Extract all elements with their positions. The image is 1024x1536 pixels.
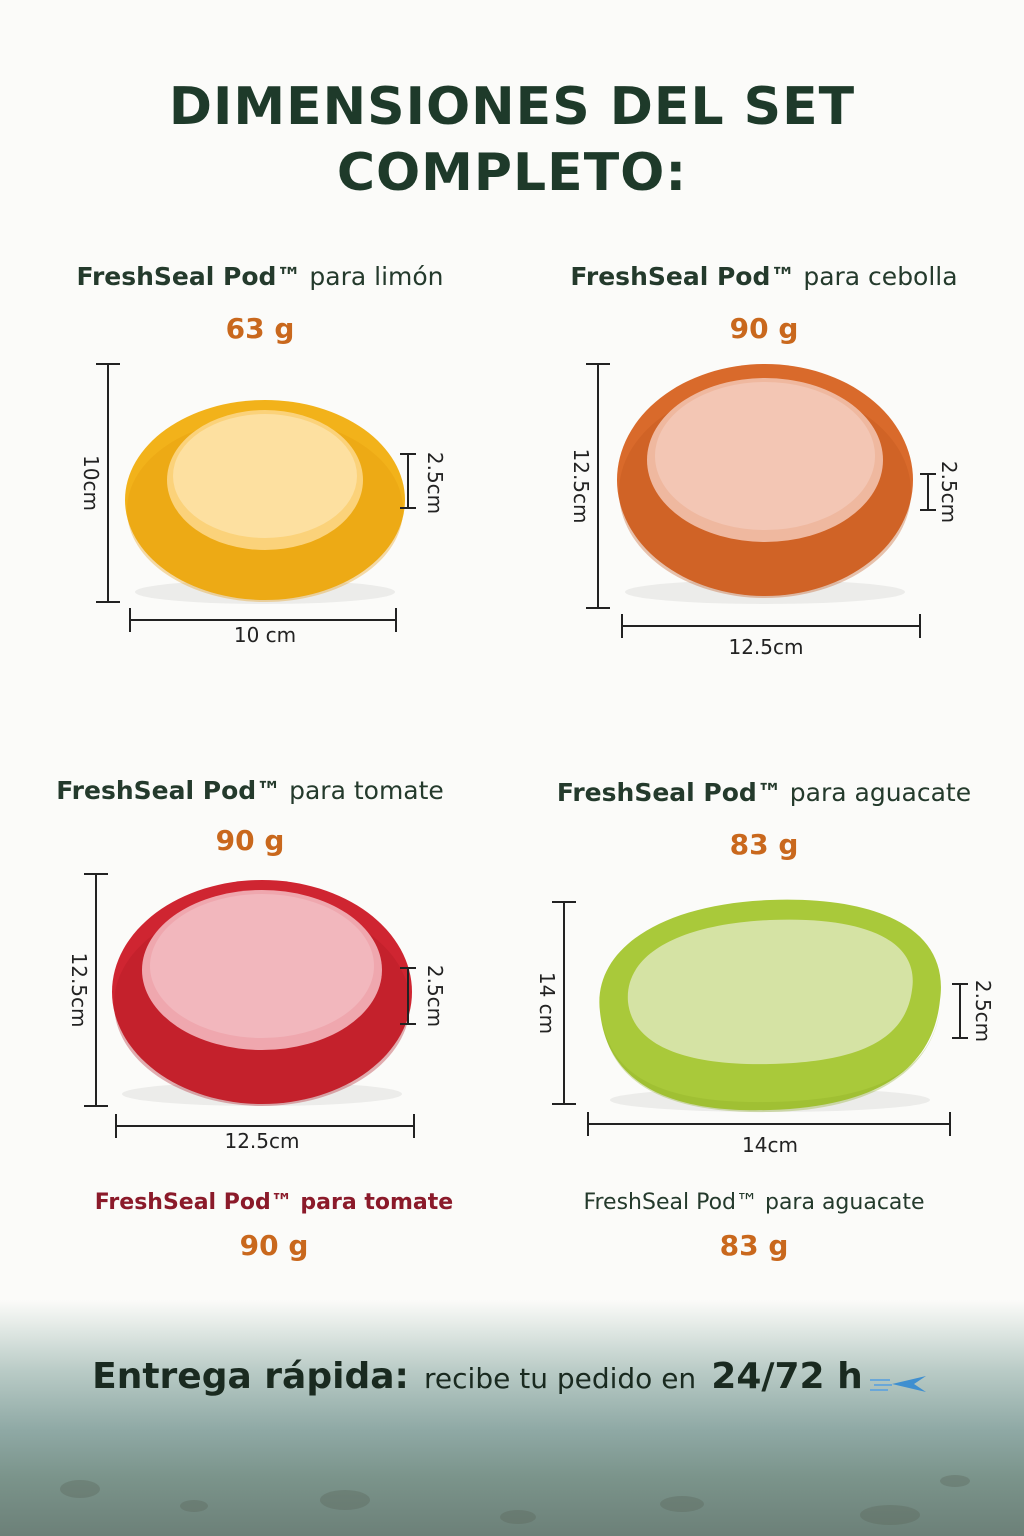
footer-caption-tomate: FreshSeal Pod™ para tomate 90 g [34,1190,514,1262]
product-weight: 63 g [225,312,295,345]
depth-dimension-line [400,453,416,509]
depth-label: 2.5cm [423,452,447,514]
width-dimension-line [621,614,921,638]
delivery-plane-icon [869,1375,926,1392]
delivery-banner: Entrega rápida: recibe tu pedido en 24/7… [0,1356,1024,1397]
height-label: 12.5cm [569,448,593,523]
depth-label: 2.5cm [937,461,961,523]
depth-label: 2.5cm [423,965,447,1027]
width-label: 14cm [742,1133,798,1157]
width-label: 12.5cm [728,635,803,659]
width-label: 12.5cm [224,1129,299,1153]
product-illustration-tomate: 12.5cm 2.5cm 12.5cm [67,873,447,1153]
delivery-text: recibe tu pedido en [424,1362,697,1395]
product-name: FreshSeal Pod™ para aguacate [556,778,972,807]
depth-dimension-line [952,983,968,1039]
background-landscape [0,1300,1024,1536]
height-dimension-line [552,901,576,1105]
height-dimension-line [96,363,120,603]
footer-product-name: FreshSeal Pod™ para aguacate [583,1190,925,1215]
product-illustration-limon: 10cm 2.5cm 10 cm [79,363,447,647]
height-dimension-line [586,363,610,609]
product-name: FreshSeal Pod™ para tomate [56,776,444,805]
footer-caption-aguacate: FreshSeal Pod™ para aguacate 83 g [514,1190,994,1262]
width-dimension-line [587,1112,951,1136]
product-illustration-aguacate: 14 cm 2.5cm 14cm [535,899,995,1157]
height-label: 12.5cm [67,952,91,1027]
product-weight: 83 g [729,828,799,861]
product-weight: 90 g [215,824,285,857]
depth-dimension-line [920,473,936,511]
depth-label: 2.5cm [971,980,995,1042]
product-weight: 90 g [729,312,799,345]
delivery-label: Entrega rápida: [92,1356,409,1397]
footer-product-weight: 90 g [239,1229,309,1262]
page-title: DIMENSIONES DEL SET COMPLETO: [0,74,1024,206]
container-lid [627,919,913,1065]
depth-dimension-line [400,967,416,1025]
width-dimension-line [115,1114,415,1138]
title-line-2: COMPLETO: [336,143,688,203]
title-line-1: DIMENSIONES DEL SET [168,77,856,137]
product-illustration-cebolla: 12.5cm 2.5cm 12.5cm [569,363,961,659]
width-dimension-line [129,608,397,632]
footer-product-weight: 83 g [719,1229,789,1262]
height-label: 14 cm [535,972,559,1034]
delivery-hours: 24/72 h [711,1356,863,1397]
product-name: FreshSeal Pod™ para cebolla [570,262,958,291]
height-label: 10cm [79,455,103,511]
height-dimension-line [84,873,108,1107]
footer-product-name: FreshSeal Pod™ para tomate [94,1190,454,1215]
product-name: FreshSeal Pod™ para limón [76,262,444,291]
width-label: 10 cm [234,623,296,647]
